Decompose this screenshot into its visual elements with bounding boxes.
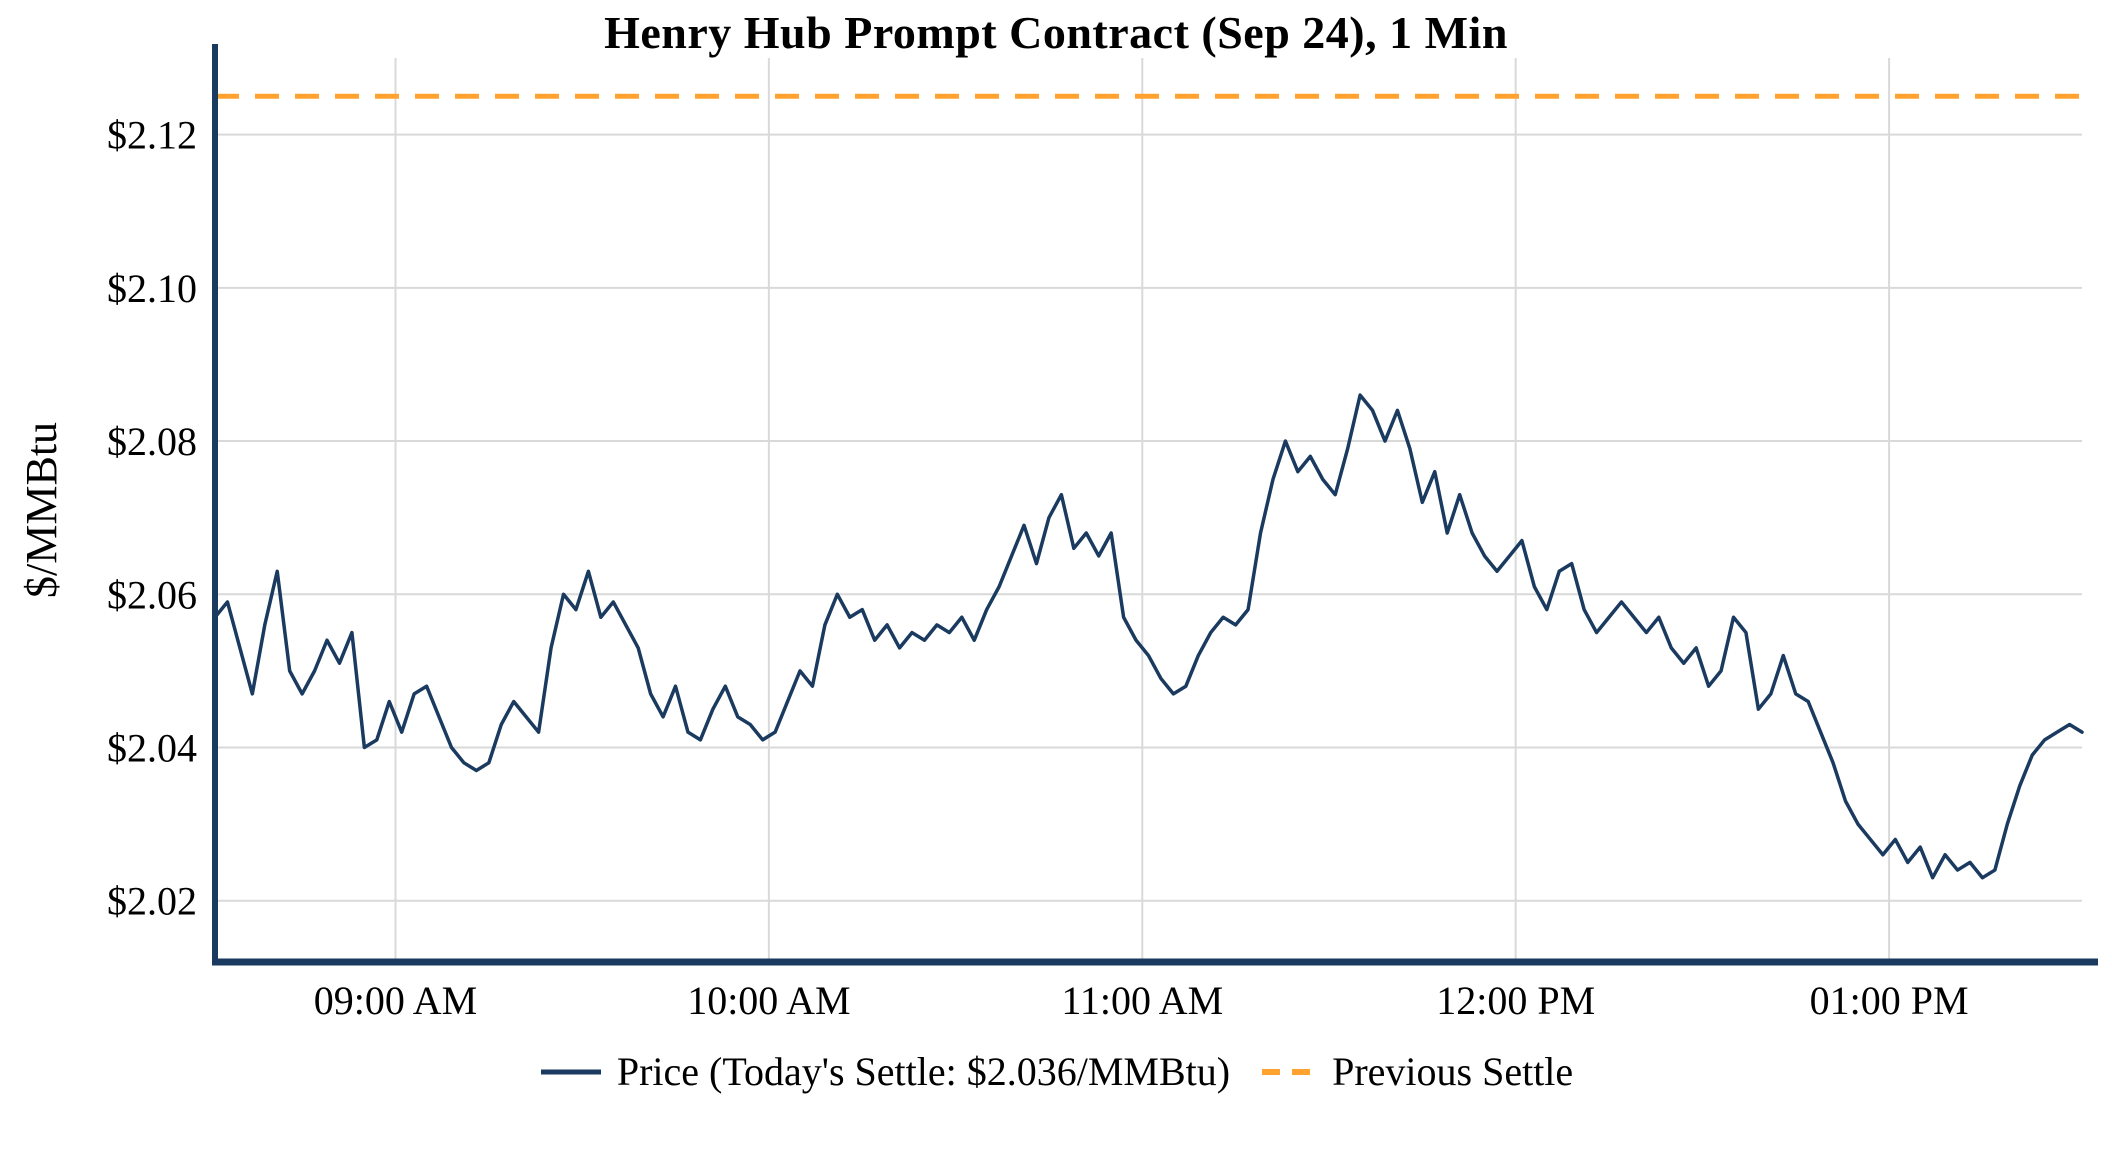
- x-tick-label: 11:00 AM: [1061, 978, 1223, 1023]
- chart-title: Henry Hub Prompt Contract (Sep 24), 1 Mi…: [604, 7, 1508, 58]
- x-tick-label: 01:00 PM: [1810, 978, 1969, 1023]
- y-tick-label: $2.02: [107, 879, 197, 924]
- x-tick-label: 09:00 AM: [314, 978, 477, 1023]
- x-tick-label: 10:00 AM: [687, 978, 850, 1023]
- price-line: [213, 393, 2084, 880]
- legend-price-label: Price (Today's Settle: $2.036/MMBtu): [616, 1049, 1231, 1094]
- price-line-swatch: [540, 1069, 601, 1074]
- x-tick-label: 12:00 PM: [1436, 978, 1595, 1023]
- y-tick-label: $2.10: [107, 266, 197, 311]
- legend: Price (Today's Settle: $2.036/MMBtu) Pre…: [0, 1048, 2112, 1095]
- y-tick-label: $2.06: [107, 572, 197, 617]
- previous-settle-swatch: [1262, 1068, 1317, 1075]
- y-tick-label: $2.04: [107, 725, 197, 770]
- y-tick-label: $2.12: [107, 113, 197, 158]
- legend-previous-settle-label: Previous Settle: [1332, 1049, 1574, 1094]
- legend-item-price: Price (Today's Settle: $2.036/MMBtu): [539, 1048, 1230, 1095]
- y-tick-label: $2.08: [107, 419, 197, 464]
- legend-item-previous-settle: Previous Settle: [1260, 1048, 1573, 1095]
